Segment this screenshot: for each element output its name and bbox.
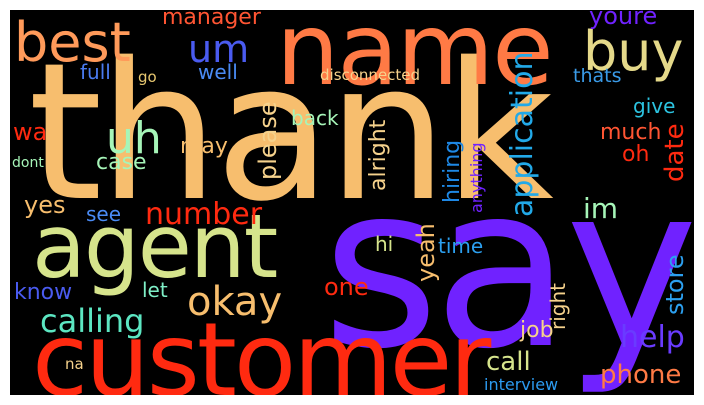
word-calling: calling [40,302,145,340]
word-wa: wa [13,118,48,146]
word-one: one [324,273,369,301]
word-dont: dont [12,155,44,171]
word-customer: customer [32,301,491,396]
word-may: may [180,134,228,159]
word-agent: agent [32,195,278,298]
word-hi: hi [375,232,394,256]
word-job: job [520,318,554,343]
word-phone: phone [600,360,682,390]
word-um: um [188,27,250,71]
word-im: im [583,192,619,225]
word-okay: okay [187,279,283,325]
word-say: say [322,137,694,395]
word-let: let [142,278,168,302]
word-youre: youre [589,10,658,30]
word-know: know [14,280,73,305]
word-call: call [486,347,531,377]
word-oh: oh [622,142,650,167]
word-disconnected: disconnected [320,66,421,84]
word-buy: buy [583,20,684,83]
word-go: go [138,68,157,86]
word-cloud: thank say customer agent name best buy u… [10,10,694,395]
word-application: application [505,51,540,217]
word-na: na [65,355,84,373]
word-yes: yes [24,191,66,219]
word-interview: interview [484,375,559,394]
word-help: help [620,320,685,355]
word-best: best [14,11,131,74]
word-well: well [198,60,238,84]
word-manager: manager [162,10,261,30]
word-back: back [291,106,339,130]
word-thats: thats [573,65,622,87]
word-please: please [254,101,282,180]
word-case: case [96,150,147,175]
word-date: date [660,123,690,182]
word-give: give [633,94,676,118]
word-yeah: yeah [412,223,440,282]
word-see: see [86,202,122,226]
word-anything: anything [467,142,486,213]
word-thank: thank [28,22,554,243]
word-name: name [276,10,554,108]
word-time: time [438,234,484,258]
word-full: full [80,60,111,84]
word-hiring: hiring [440,139,465,203]
word-alright: alright [366,119,391,191]
word-store: store [661,254,689,315]
word-uh: uh [106,113,162,164]
word-much: much [600,120,662,145]
word-number: number [145,197,263,232]
